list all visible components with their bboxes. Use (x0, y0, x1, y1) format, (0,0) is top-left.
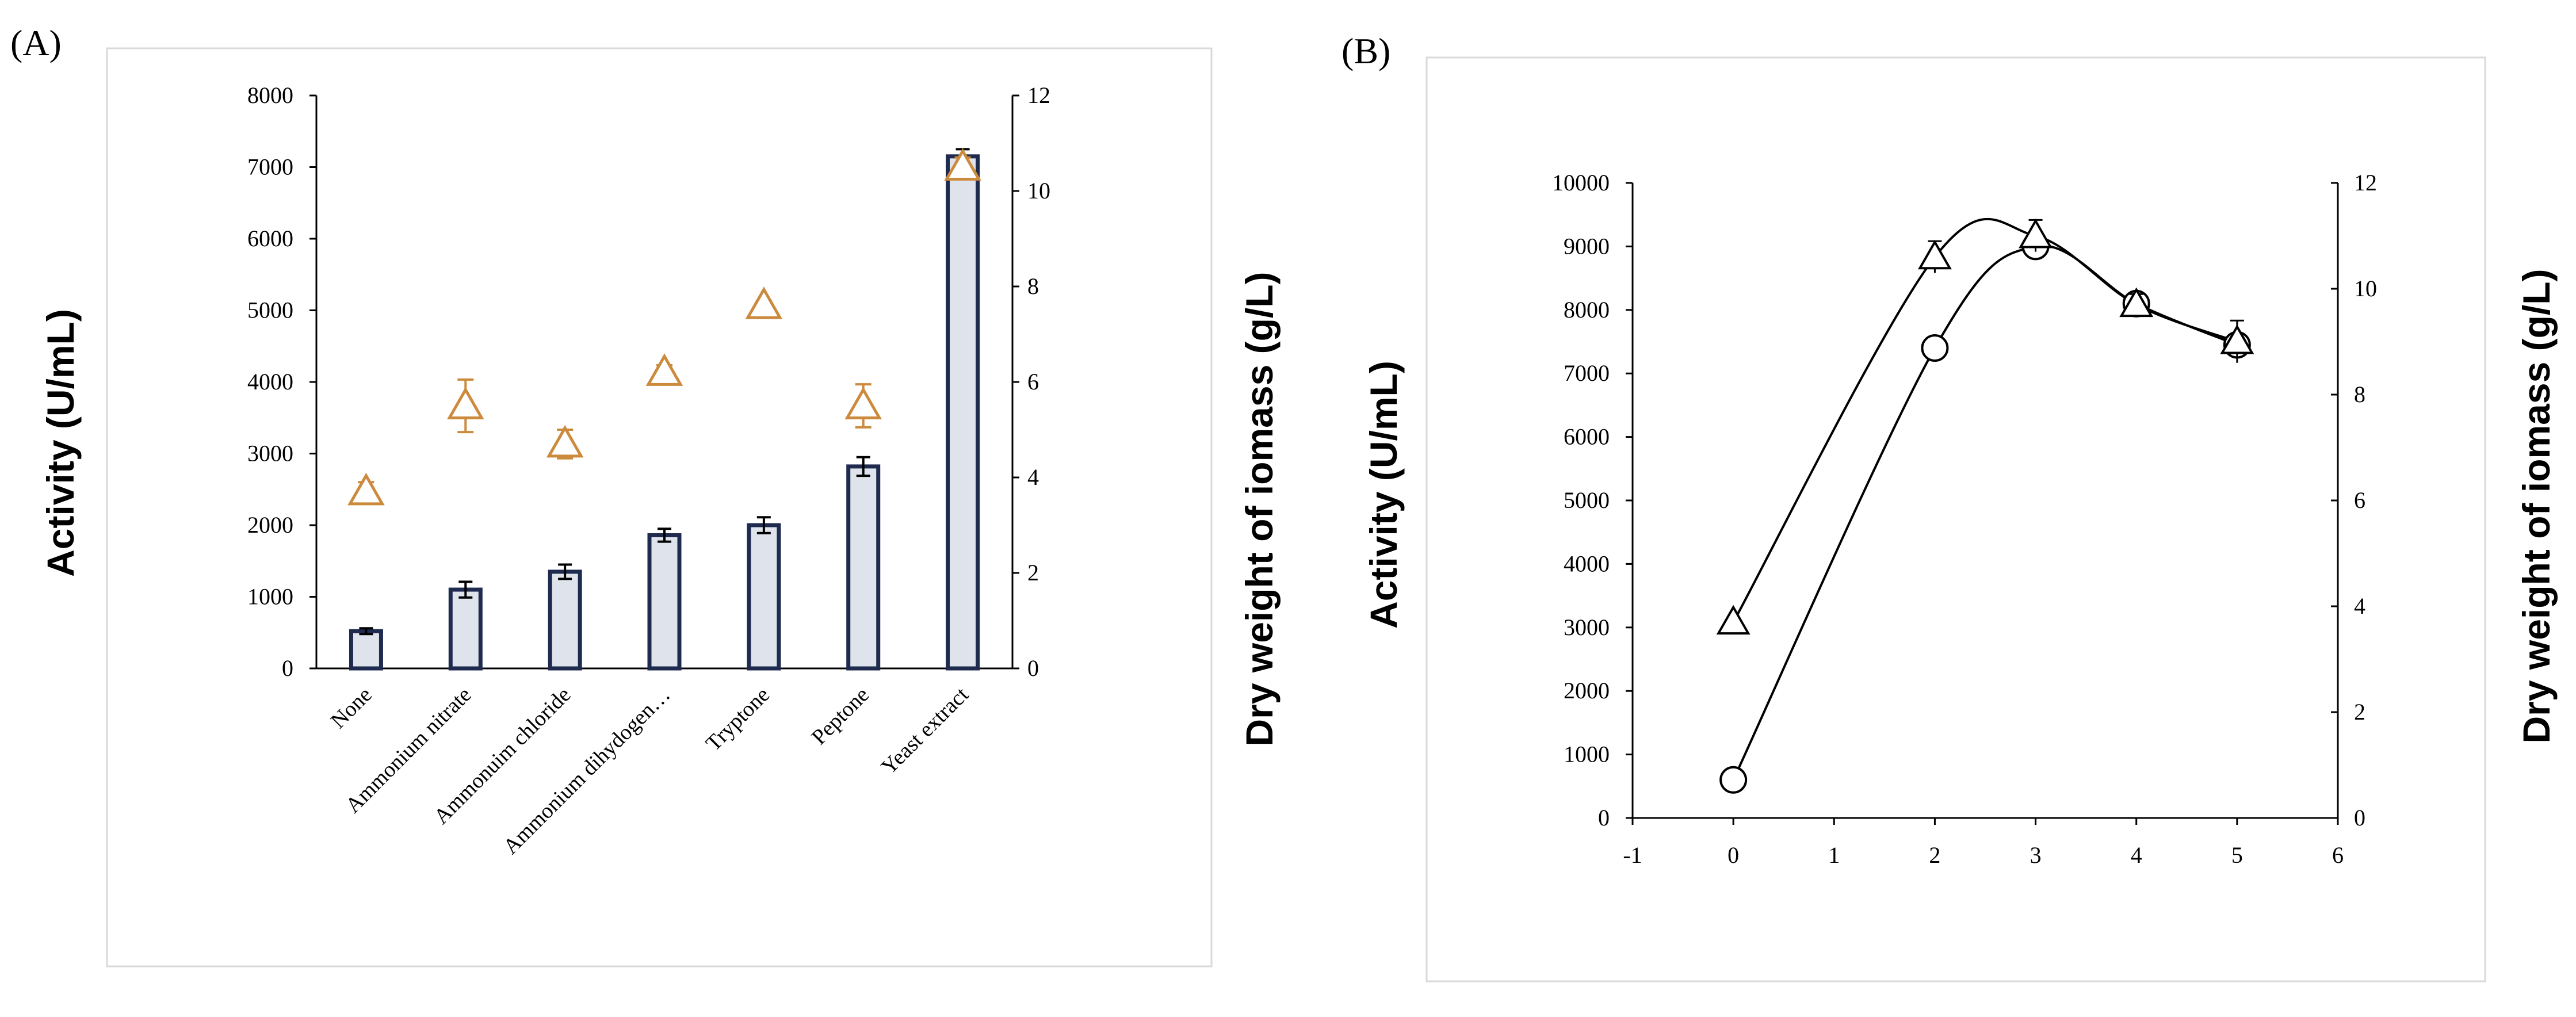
panel-b-ytick-10000: 10000 (1552, 170, 1610, 196)
panel-a-y2tick-0: 0 (1027, 655, 1039, 681)
panel-b-y2tick-0: 0 (2354, 805, 2365, 831)
panel-a-bar-ammonium-dihydogen (647, 533, 682, 671)
panel-b-circle-x2 (1921, 334, 1949, 362)
panel-a-ytick-6000: 6000 (247, 225, 293, 251)
panel-b-y2tick-10: 10 (2354, 276, 2377, 301)
panel-a-ylabel: Activity (U/mL) (39, 309, 82, 577)
panel-a: (A) 0 1000 2000 3000 4000 5000 6000 7000 8000 0 2 4… (10, 22, 1281, 968)
panel-a-y2tick-4: 4 (1027, 464, 1039, 490)
panel-b-ytick-5000: 5000 (1564, 487, 1610, 513)
panel-a-y2tick-2: 2 (1027, 560, 1039, 586)
panel-a-bar-ammonuim-chloride (548, 569, 582, 671)
panel-b-tick-labels: 0100020003000400050006000700080009000100… (1552, 170, 2377, 868)
panel-b-ytick-6000: 6000 (1564, 424, 1610, 450)
panel-a-y2tick-10: 10 (1027, 178, 1050, 204)
panel-a-ytick-7000: 7000 (247, 154, 293, 180)
panel-b-xtick-5: 5 (2231, 842, 2243, 868)
panel-a-y2tick-12: 12 (1027, 82, 1050, 108)
panel-b-ytick-1000: 1000 (1564, 741, 1610, 767)
panel-b-xtick-0: 0 (1727, 842, 1739, 868)
panel-b-ylabel: Activity (U/mL) (1362, 361, 1405, 629)
panel-b: (B) 010002000300040005000600070008000900… (1341, 30, 2558, 982)
panel-b-circle-x0 (1719, 766, 1748, 794)
panel-b-ytick-4000: 4000 (1564, 550, 1610, 576)
panel-b-triangle-x4 (2119, 287, 2154, 318)
panel-a-ytick-0: 0 (282, 655, 293, 681)
panel-b-ytick-9000: 9000 (1564, 233, 1610, 259)
panel-b-y2tick-12: 12 (2354, 170, 2377, 196)
panel-b-ytick-8000: 8000 (1564, 297, 1610, 323)
panel-a-bar-ammonium-nitrate (448, 587, 483, 671)
panel-a-triangle-none (347, 472, 385, 506)
panel-a-triangle-ammonuim-chloride (546, 425, 584, 458)
panel-a-bar-peptone (846, 464, 881, 671)
panel-a-y2tick-6: 6 (1027, 369, 1039, 395)
panel-b-xtick-1: -1 (1623, 842, 1642, 868)
panel-a-bars (349, 148, 980, 671)
panel-a-y2tick-8: 8 (1027, 273, 1039, 299)
panel-a-ytick-8000: 8000 (247, 82, 293, 108)
panel-b-ytick-3000: 3000 (1564, 614, 1610, 640)
panel-b-axes (1626, 182, 2339, 825)
panel-b-ytick-7000: 7000 (1564, 360, 1610, 386)
panel-a-y2label: Dry weight of iomass (g/L) (1238, 272, 1281, 746)
panel-a-triangle-ammonium-nitrate (446, 387, 484, 419)
panel-b-ytick-0: 0 (1598, 805, 1610, 831)
panel-a-ytick-4000: 4000 (247, 369, 293, 395)
panel-b-triangle-x5 (2220, 324, 2254, 354)
panel-b-xtick-6: 6 (2332, 842, 2344, 868)
panel-b-y2tick-8: 8 (2354, 381, 2365, 407)
panel-a-triangle-yeast-extract (944, 148, 981, 181)
panel-b-triangle-x0 (1716, 605, 1751, 635)
panel-a-ytick-3000: 3000 (247, 441, 293, 467)
panel-b-y2label: Dry weight of iomass (g/L) (2515, 269, 2558, 743)
panel-b-triangle-x2 (1917, 239, 1952, 270)
panel-a-frame (106, 47, 1213, 968)
panel-a-label: (A) (10, 22, 62, 63)
panel-a-ytick-1000: 1000 (247, 584, 293, 610)
panel-b-ytick-2000: 2000 (1564, 678, 1610, 704)
panel-b-y2tick-2: 2 (2354, 699, 2365, 725)
panel-b-xtick-2: 2 (1929, 842, 1940, 868)
panel-a-bar-none (349, 629, 383, 671)
panel-a-triangles (347, 148, 981, 506)
panel-b-y2tick-4: 4 (2354, 593, 2365, 619)
panel-a-axes (309, 94, 1019, 670)
panel-b-xtick-1: 1 (1828, 842, 1840, 868)
panel-a-bar-yeast-extract (946, 154, 980, 671)
panel-b-xtick-4: 4 (2131, 842, 2142, 868)
panel-b-triangle-x3 (2019, 218, 2053, 248)
panel-b-markers (1716, 218, 2254, 794)
panel-b-frame (1425, 56, 2486, 982)
panel-b-label: (B) (1341, 30, 1390, 71)
panel-a-ytick-5000: 5000 (247, 297, 293, 323)
panel-b-y2tick-6: 6 (2354, 487, 2365, 513)
panel-a-ytick-2000: 2000 (247, 512, 293, 538)
panel-a-bar-tryptone (747, 523, 781, 671)
panel-b-xtick-3: 3 (2030, 842, 2042, 868)
panel-a-triangle-peptone (844, 387, 882, 419)
panel-a-triangle-ammonium-dihydogen (645, 353, 683, 386)
panel-a-triangle-tryptone (745, 286, 783, 319)
